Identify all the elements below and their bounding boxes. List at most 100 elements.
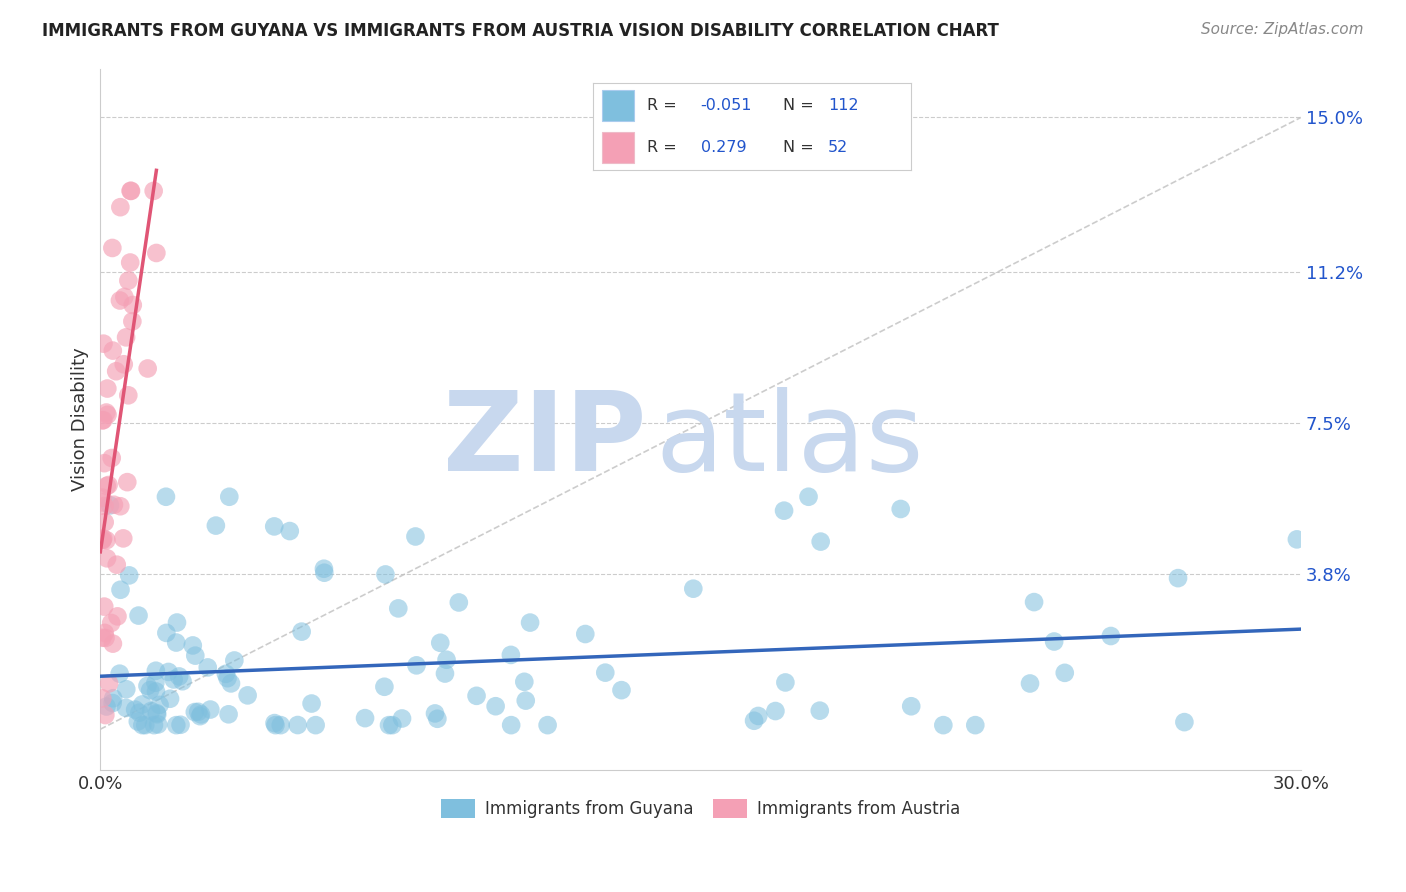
Point [93,413,115,427]
Point [890,502,912,516]
Point [124,703,146,717]
Point [499,648,522,662]
Point [117,274,139,288]
Point [121,298,143,312]
Point [91,532,114,546]
Point [128,608,150,623]
Point [404,529,426,543]
Point [148,698,170,712]
Point [139,704,162,718]
Point [263,716,285,731]
Point [134,718,156,732]
Point [98,676,121,690]
Point [146,717,169,731]
Point [101,241,124,255]
Point [143,718,166,732]
Point [94,631,117,645]
Point [447,595,470,609]
Text: ZIP: ZIP [443,387,647,494]
Point [1019,676,1042,690]
Point [932,718,955,732]
Point [765,704,787,718]
Point [165,635,187,649]
Point [100,615,122,630]
Point [136,679,159,693]
Point [145,706,167,720]
Point [205,518,228,533]
Point [131,718,153,732]
Point [1167,571,1189,585]
Point [224,653,246,667]
Point [115,330,138,344]
Point [1173,715,1195,730]
Point [808,704,831,718]
Point [100,450,122,465]
Point [91,491,114,505]
Point [91,413,114,427]
Point [155,490,177,504]
Point [118,568,141,582]
Point [139,683,162,698]
Point [378,718,401,732]
Point [610,683,633,698]
Point [94,708,117,723]
Text: IMMIGRANTS FROM GUYANA VS IMMIGRANTS FROM AUSTRIA VISION DISABILITY CORRELATION : IMMIGRANTS FROM GUYANA VS IMMIGRANTS FRO… [42,22,1000,40]
Point [264,718,287,732]
Point [773,503,796,517]
Point [155,626,177,640]
Point [146,707,169,722]
Point [314,566,336,580]
Point [131,698,153,712]
Point [797,490,820,504]
Point [574,627,596,641]
Point [354,711,377,725]
Point [218,490,240,504]
Point [426,712,449,726]
Point [184,705,207,719]
Text: atlas: atlas [655,387,924,494]
Point [93,456,115,470]
Point [513,674,536,689]
Point [1099,629,1122,643]
Point [96,408,118,422]
Point [218,707,240,722]
Point [115,701,138,715]
Point [101,696,124,710]
Point [519,615,541,630]
Point [112,532,135,546]
Point [103,498,125,512]
Point [142,184,165,198]
Point [200,702,222,716]
Point [501,718,523,732]
Point [98,499,121,513]
Point [900,699,922,714]
Point [96,405,118,419]
Point [301,697,323,711]
Point [93,515,115,529]
Point [93,626,115,640]
Point [391,711,413,725]
Point [121,314,143,328]
Point [91,495,114,509]
Point [381,718,404,732]
Point [278,524,301,538]
Point [115,682,138,697]
Point [682,582,704,596]
Point [373,680,395,694]
Point [270,718,292,732]
Point [157,665,180,679]
Point [1043,634,1066,648]
Point [215,666,238,681]
Point [112,290,135,304]
Point [965,718,987,732]
Point [93,336,115,351]
Point [120,184,142,198]
Point [96,551,118,566]
Point [536,718,558,732]
Point [236,689,259,703]
Point [190,707,212,722]
Point [136,361,159,376]
Point [433,666,456,681]
Point [117,475,139,490]
Point [312,562,335,576]
